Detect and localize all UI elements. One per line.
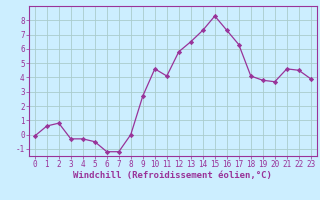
X-axis label: Windchill (Refroidissement éolien,°C): Windchill (Refroidissement éolien,°C): [73, 171, 272, 180]
